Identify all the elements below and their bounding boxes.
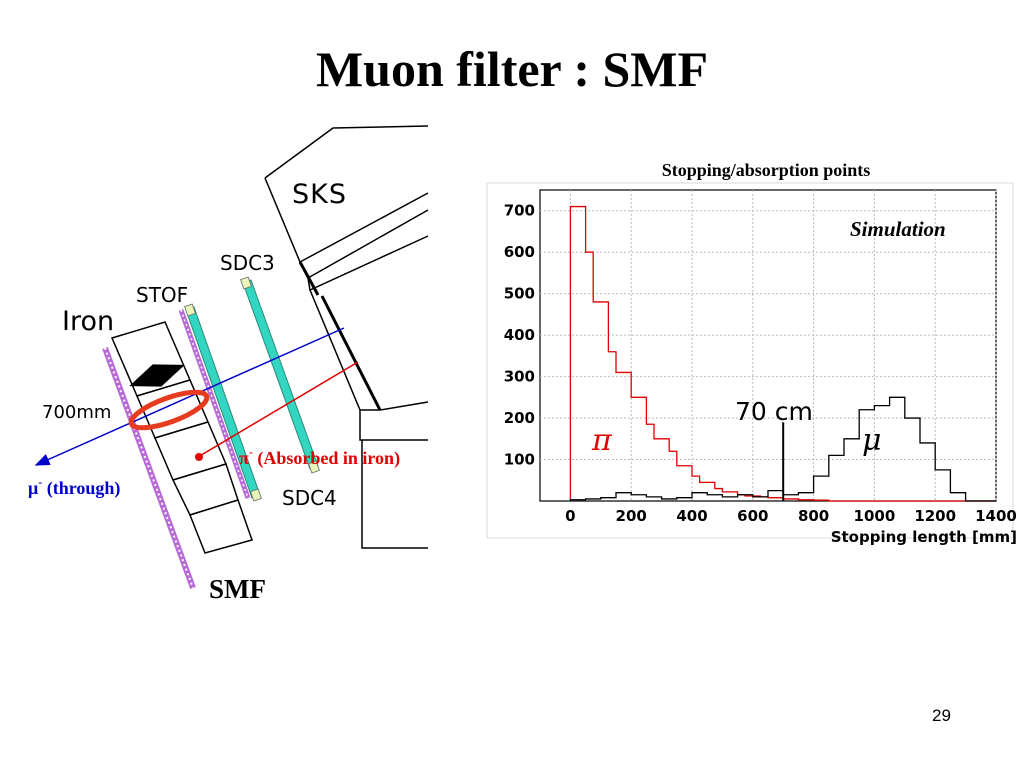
muon-symbol: μ (28, 478, 38, 498)
muon-label: μ- (through) (28, 475, 120, 499)
x-tick-label: 1400 (975, 507, 1017, 525)
x-tick-label: 400 (676, 507, 707, 525)
pion-track (197, 361, 359, 458)
pion-absorption-point (195, 453, 203, 461)
x-tick-labels: 0 200 400 600 800 1000 1200 1400 (565, 507, 1017, 525)
pion-charge: - (249, 445, 253, 459)
series-line-pion (569, 205, 996, 502)
sdc4-label: SDC4 (282, 486, 337, 510)
sks-label: SKS (292, 179, 347, 210)
pion-symbol: π (239, 448, 249, 468)
thickness-arrow (129, 364, 185, 387)
pion-legend-symbol: π (591, 423, 613, 458)
stof-counter (184, 303, 262, 502)
chart-title: Stopping/absorption points (662, 160, 871, 180)
sks-magnet-outline (264, 125, 429, 549)
sdc3-label: SDC3 (220, 251, 275, 275)
y-tick-label: 600 (504, 243, 535, 261)
overlap-highlight-ellipse (128, 389, 210, 431)
x-tick-label: 1000 (854, 507, 896, 525)
pion-note: (Absorbed in iron) (253, 448, 400, 469)
x-tick-label: 800 (798, 507, 829, 525)
series-line-muon (569, 396, 996, 502)
y-tick-label: 100 (504, 451, 535, 469)
detector-diagram: SKS SDC3 STOF Iron 700mm SDC4 SMF π- (Ab… (28, 125, 429, 604)
y-tick-label: 700 (504, 202, 535, 220)
cut-label: 70 cm (735, 397, 813, 426)
y-tick-label: 500 (504, 285, 535, 303)
slide-title: Muon filter : SMF (315, 41, 709, 97)
plot-area (539, 189, 997, 502)
page-number: 29 (932, 706, 951, 725)
grid-lines (540, 190, 997, 501)
stof-label: STOF (136, 283, 188, 307)
muon-note: (through) (42, 478, 120, 499)
stopping-length-chart: Stopping/absorption points 100 200 300 400 5… (486, 160, 1017, 546)
x-tick-label: 600 (737, 507, 768, 525)
thickness-label: 700mm (42, 402, 111, 423)
x-tick-label: 200 (616, 507, 647, 525)
y-tick-label: 200 (504, 409, 535, 427)
muon-legend-symbol: μ (862, 423, 882, 458)
y-tick-labels: 100 200 300 400 500 600 700 (504, 202, 535, 469)
smf-label: SMF (209, 574, 266, 604)
histogram-series (569, 205, 996, 502)
iron-label: Iron (62, 306, 114, 337)
y-tick-label: 400 (504, 326, 535, 344)
pion-label: π- (Absorbed in iron) (239, 445, 400, 469)
sdc3-chamber (240, 276, 320, 474)
smf-scintillator (102, 309, 251, 590)
muon-charge: - (38, 475, 42, 489)
x-axis-label: Stopping length [mm] (831, 528, 1017, 546)
simulation-annotation: Simulation (850, 217, 946, 241)
muon-track (34, 327, 345, 466)
x-tick-label: 0 (565, 507, 575, 525)
chart-frame (486, 182, 1014, 539)
x-tick-label: 1200 (914, 507, 956, 525)
y-tick-label: 300 (504, 368, 535, 386)
